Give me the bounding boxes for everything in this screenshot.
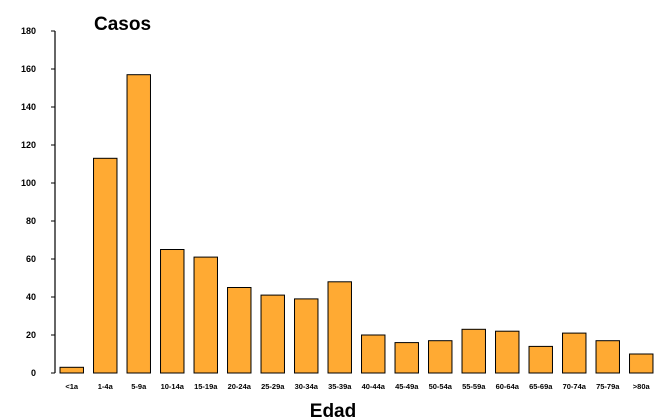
bar-4 bbox=[160, 249, 185, 374]
bar-5 bbox=[193, 256, 218, 374]
y-tick-label: 120 bbox=[21, 140, 36, 150]
bar-18 bbox=[629, 353, 654, 374]
bar-3 bbox=[126, 74, 151, 374]
x-tick-label: 70-74a bbox=[563, 382, 587, 391]
x-tick-label: 25-29a bbox=[261, 382, 285, 391]
y-tick-label: 20 bbox=[26, 330, 36, 340]
x-axis-title: Edad bbox=[310, 401, 356, 419]
y-tick-label: 160 bbox=[21, 64, 36, 74]
y-tick-label: 180 bbox=[21, 26, 36, 36]
x-tick-label: 5-9a bbox=[131, 382, 147, 391]
bar-10 bbox=[361, 334, 386, 374]
x-tick-label: 55-59a bbox=[462, 382, 486, 391]
x-axis-ticks: <1a 1-4a 5-9a 10-14a 15-19a 20-24a 25-29a 30-34… bbox=[65, 382, 650, 391]
x-tick-label: 20-24a bbox=[228, 382, 252, 391]
bar-17 bbox=[595, 340, 620, 374]
y-tick-label: 80 bbox=[26, 216, 36, 226]
x-tick-label: 1-4a bbox=[98, 382, 114, 391]
x-tick-label: 75-79a bbox=[596, 382, 620, 391]
x-tick-label: 40-44a bbox=[362, 382, 386, 391]
x-tick-label: 65-69a bbox=[529, 382, 553, 391]
bar-11 bbox=[394, 342, 419, 374]
bar-13 bbox=[461, 328, 486, 374]
bars bbox=[59, 74, 654, 374]
x-tick-label: 45-49a bbox=[395, 382, 419, 391]
bar-6 bbox=[227, 287, 252, 374]
bar-12 bbox=[428, 340, 453, 374]
x-tick-label: <1a bbox=[65, 382, 79, 391]
bar-8 bbox=[294, 298, 319, 374]
x-tick-label: >80a bbox=[633, 382, 651, 391]
y-axis-title: Casos bbox=[94, 14, 151, 35]
bar-14 bbox=[495, 330, 520, 374]
y-tick-label: 100 bbox=[21, 178, 36, 188]
y-tick-label: 140 bbox=[21, 102, 36, 112]
y-tick-label: 60 bbox=[26, 254, 36, 264]
x-tick-label: 30-34a bbox=[295, 382, 319, 391]
bar-2 bbox=[93, 157, 118, 374]
x-tick-label: 10-14a bbox=[161, 382, 185, 391]
bar-15 bbox=[528, 345, 553, 374]
bar-16 bbox=[562, 332, 587, 374]
x-tick-label: 50-54a bbox=[429, 382, 453, 391]
y-tick-label: 0 bbox=[31, 368, 36, 378]
x-tick-label: 60-64a bbox=[496, 382, 520, 391]
y-tick-label: 40 bbox=[26, 292, 36, 302]
bar-7 bbox=[260, 294, 285, 374]
bar-9 bbox=[327, 281, 352, 374]
x-tick-label: 35-39a bbox=[328, 382, 352, 391]
x-tick-label: 15-19a bbox=[194, 382, 218, 391]
y-axis-ticks: 0 20 40 60 80 100 120 140 160 180 bbox=[21, 26, 55, 378]
bar-1 bbox=[59, 366, 84, 374]
